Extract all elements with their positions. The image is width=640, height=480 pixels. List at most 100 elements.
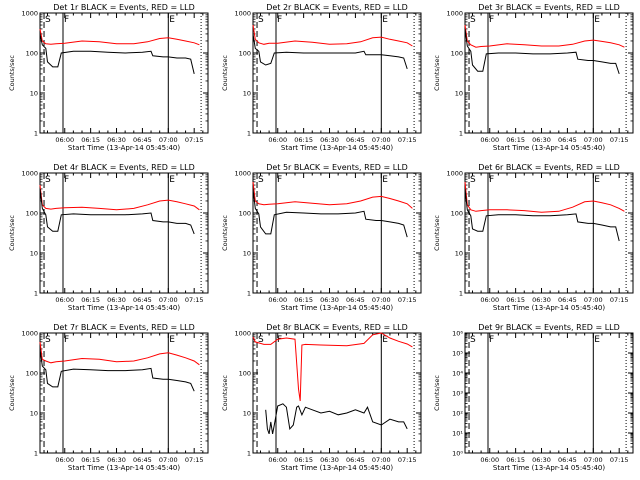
y-tick-label: 100 [26,210,38,218]
marker-label-e: E [169,335,175,345]
x-axis-label: Start Time (13-Apr-14 05:45:40) [493,464,605,472]
y-tick-label: 10 [30,250,38,258]
y-tick-label: 100 [26,370,38,378]
x-tick-label: 06:00 [55,296,74,304]
x-tick-label: 07:00 [584,456,603,464]
x-axis-label: Start Time (13-Apr-14 05:45:40) [281,304,393,312]
x-tick-label: 06:00 [268,296,287,304]
events-series-line [252,33,408,70]
x-tick-label: 07:00 [584,296,603,304]
marker-label-s: S [258,335,264,345]
x-tick-label: 06:30 [107,136,126,144]
y-tick-label: 10 [30,90,38,98]
x-tick-label: 06:00 [480,296,499,304]
chart-title: Det 4r BLACK = Events, RED = LLD [53,163,195,172]
events-series-line [39,348,195,392]
chart-panel-5: Det 5r BLACK = Events, RED = LLD 1 10 100 10… [221,163,422,312]
x-tick-label: 07:15 [185,456,204,464]
y-axis-label: Counts/sec [221,375,229,411]
x-tick-label: 06:45 [346,456,365,464]
marker-label-e: E [594,15,600,25]
marker-label-f: F [64,175,69,185]
x-tick-label: 06:30 [532,136,551,144]
x-tick-label: 06:15 [506,136,525,144]
marker-label-e: E [169,15,175,25]
x-tick-label: 06:30 [320,136,339,144]
y-tick-label: 10 [455,90,463,98]
lld-series-line [39,28,200,46]
x-tick-label: 07:00 [159,456,178,464]
x-tick-label: 06:00 [480,456,499,464]
x-tick-label: 06:00 [55,136,74,144]
y-axis-label: Counts/sec [433,215,441,251]
x-axis-label: Start Time (13-Apr-14 05:45:40) [281,144,393,152]
y-tick-label: 100 [451,210,463,218]
marker-label-e: E [382,175,388,185]
x-axis-label: Start Time (13-Apr-14 05:45:40) [68,464,180,472]
x-tick-label: 06:45 [346,296,365,304]
y-tick-label: 10 [30,410,38,418]
x-tick-label: 07:00 [372,136,391,144]
y-tick-label: 1000 [234,170,251,178]
plot-frame [252,332,422,454]
y-tick-label: 10 [243,90,251,98]
y-tick-label: 10³ [452,390,463,398]
marker-label-s: S [45,175,51,185]
plot-frame [39,172,209,294]
x-tick-label: 07:15 [398,296,417,304]
chart-title: Det 9r BLACK = Events, RED = LLD [478,323,620,332]
x-axis-label: Start Time (13-Apr-14 05:45:40) [68,144,180,152]
x-tick-label: 06:00 [480,136,499,144]
events-series-line [464,188,620,242]
events-series-line [464,28,620,75]
x-axis-label: Start Time (13-Apr-14 05:45:40) [493,144,605,152]
x-tick-label: 06:30 [107,296,126,304]
x-tick-label: 07:15 [398,456,417,464]
x-tick-label: 06:30 [532,456,551,464]
y-tick-label: 100 [239,50,251,58]
x-tick-label: 06:15 [294,136,313,144]
x-tick-label: 07:15 [610,296,629,304]
x-tick-label: 07:15 [185,136,204,144]
chart-panel-8: Det 8r BLACK = Events, RED = LLD 1 10 100 10… [221,323,422,472]
events-series-line [265,403,408,435]
y-tick-label: 1 [247,450,251,458]
x-tick-label: 07:15 [185,296,204,304]
marker-label-e: E [382,335,388,345]
lld-series-line [252,332,413,402]
y-tick-label: 1 [34,130,38,138]
x-tick-label: 07:15 [398,136,417,144]
chart-title: Det 2r BLACK = Events, RED = LLD [266,3,408,12]
y-tick-label: 10² [452,410,463,418]
lld-series-line [39,184,200,211]
x-tick-label: 06:15 [81,456,100,464]
chart-panel-3: Det 3r BLACK = Events, RED = LLD 1 10 100 10… [433,3,634,152]
y-tick-label: 10 [243,410,251,418]
x-tick-label: 06:30 [320,456,339,464]
plot-frame [464,172,634,294]
y-tick-label: 100 [451,50,463,58]
lld-series-line [252,181,413,209]
chart-panel-4: Det 4r BLACK = Events, RED = LLD 1 10 100 10… [8,163,209,312]
y-axis-label: Counts/sec [221,215,229,251]
y-tick-label: 10 [243,250,251,258]
x-tick-label: 06:30 [107,456,126,464]
x-tick-label: 07:00 [159,296,178,304]
chart-panel-6: Det 6r BLACK = Events, RED = LLD 1 10 100 10… [433,163,634,312]
marker-label-f: F [489,15,494,25]
x-axis-label: Start Time (13-Apr-14 05:45:40) [68,304,180,312]
y-tick-label: 1 [34,450,38,458]
y-tick-label: 1000 [446,170,463,178]
x-tick-label: 06:15 [294,296,313,304]
plot-frame [39,12,209,134]
y-tick-label: 100 [239,370,251,378]
x-tick-label: 06:45 [133,296,152,304]
marker-label-s: S [45,15,51,25]
marker-label-f: F [64,335,69,345]
x-tick-label: 06:45 [558,136,577,144]
plot-frame [252,12,422,134]
x-tick-label: 06:00 [268,456,287,464]
y-tick-label: 10⁴ [452,370,463,378]
x-tick-label: 07:00 [372,456,391,464]
